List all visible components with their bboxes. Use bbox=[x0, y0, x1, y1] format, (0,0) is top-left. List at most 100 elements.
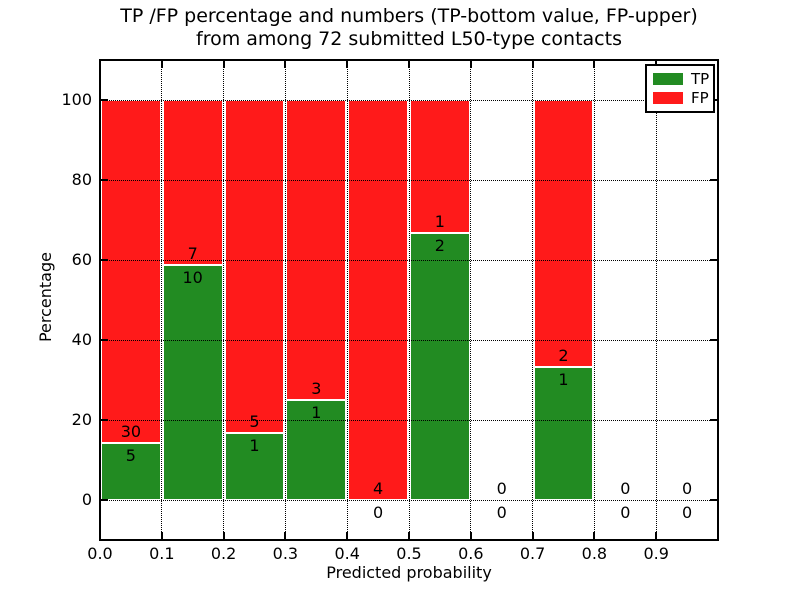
annotation-tp-count: 0 bbox=[373, 503, 384, 522]
x-tick-bottom bbox=[469, 532, 472, 539]
x-tick-top bbox=[160, 61, 163, 68]
bar-segment-tp bbox=[410, 233, 470, 500]
legend-swatch-fp bbox=[653, 92, 683, 105]
bar-segment-fp bbox=[224, 100, 285, 434]
legend-swatch-tp bbox=[653, 72, 683, 85]
y-tick-right bbox=[710, 259, 717, 261]
bar-segment-fp bbox=[286, 100, 347, 400]
x-tick-bottom bbox=[284, 532, 287, 539]
x-axis-label: Predicted probability bbox=[326, 563, 492, 582]
bar-segment-fp bbox=[101, 100, 161, 443]
gridline-vertical bbox=[284, 60, 286, 540]
annotation-tp-count: 0 bbox=[496, 503, 507, 522]
x-tick-top bbox=[284, 61, 287, 68]
annotation-fp-count: 0 bbox=[682, 479, 693, 498]
annotation-tp-count: 10 bbox=[182, 267, 203, 287]
x-tick-bottom bbox=[593, 532, 596, 539]
y-tick-left bbox=[101, 339, 108, 341]
gridline-vertical bbox=[470, 60, 472, 540]
annotation-tp-count: 1 bbox=[558, 369, 569, 389]
y-tick-label: 40 bbox=[71, 330, 92, 349]
y-tick-right bbox=[710, 499, 717, 501]
bar-segment-fp bbox=[533, 100, 594, 367]
annotation-fp-count: 0 bbox=[496, 479, 507, 498]
x-tick-label: 0.2 bbox=[210, 544, 237, 563]
x-tick-top bbox=[222, 61, 225, 68]
y-tick-left bbox=[101, 259, 108, 261]
chart-title-line2: from among 72 submitted L50-type contact… bbox=[196, 28, 622, 50]
y-tick-right bbox=[710, 179, 717, 181]
y-tick-left bbox=[101, 99, 108, 101]
bar-segment-fp bbox=[410, 100, 470, 234]
gridline-vertical bbox=[655, 60, 657, 540]
y-tick-label: 80 bbox=[71, 170, 92, 189]
bar-segment-fp bbox=[348, 100, 408, 500]
x-tick-top bbox=[346, 61, 349, 68]
y-axis-label: Percentage bbox=[36, 252, 55, 343]
y-tick-label: 20 bbox=[71, 410, 92, 429]
gridline-vertical bbox=[223, 60, 225, 540]
y-tick-label: 0 bbox=[81, 490, 92, 509]
x-tick-top bbox=[531, 61, 534, 68]
x-tick-label: 0.3 bbox=[272, 544, 299, 563]
x-tick-bottom bbox=[160, 532, 163, 539]
x-tick-label: 0.9 bbox=[643, 544, 669, 563]
x-tick-label: 0.8 bbox=[581, 544, 608, 563]
annotation-tp-count: 1 bbox=[249, 436, 260, 456]
y-tick-right bbox=[710, 419, 717, 421]
annotation-fp-count: 3 bbox=[311, 379, 322, 398]
x-tick-bottom bbox=[408, 532, 410, 539]
legend-label-tp: TP bbox=[691, 69, 710, 88]
legend-entry-tp: TP bbox=[653, 71, 713, 87]
annotation-fp-count: 4 bbox=[373, 479, 384, 498]
x-tick-label: 0.0 bbox=[87, 544, 113, 563]
bar-segment-tp bbox=[286, 400, 347, 500]
x-tick-bottom bbox=[346, 532, 349, 539]
x-tick-bottom bbox=[531, 532, 534, 539]
x-tick-label: 0.1 bbox=[149, 544, 175, 563]
y-tick-label: 100 bbox=[61, 90, 92, 109]
x-tick-label: 0.5 bbox=[396, 544, 422, 563]
legend: TP FP bbox=[645, 64, 715, 113]
bar-segment-tp bbox=[224, 433, 285, 500]
y-tick-label: 60 bbox=[71, 250, 92, 269]
x-tick-bottom bbox=[655, 532, 658, 539]
annotation-tp-count: 1 bbox=[311, 403, 322, 422]
annotation-fp-count: 5 bbox=[249, 412, 260, 432]
annotation-tp-count: 2 bbox=[434, 236, 445, 256]
bar-segment-fp bbox=[162, 100, 223, 265]
x-tick-top bbox=[469, 61, 472, 68]
annotation-fp-count: 30 bbox=[120, 421, 142, 441]
x-tick-label: 0.7 bbox=[519, 544, 546, 563]
bar-segment-tp bbox=[101, 442, 161, 500]
annotation-fp-count: 1 bbox=[434, 212, 445, 232]
gridline-vertical bbox=[408, 60, 410, 540]
annotation-tp-count: 0 bbox=[620, 503, 631, 522]
legend-label-fp: FP bbox=[691, 89, 709, 108]
y-tick-left bbox=[101, 499, 108, 501]
x-tick-bottom bbox=[99, 532, 101, 539]
gridline-vertical bbox=[346, 60, 348, 540]
x-tick-top bbox=[593, 61, 596, 68]
gridline-vertical bbox=[532, 60, 534, 540]
bar-segment-tp bbox=[533, 366, 594, 500]
gridline-vertical bbox=[593, 60, 595, 540]
x-tick-label: 0.6 bbox=[458, 544, 484, 563]
x-tick-top bbox=[408, 61, 410, 68]
annotation-tp-count: 0 bbox=[682, 503, 693, 522]
y-tick-right bbox=[710, 339, 717, 341]
legend-entry-fp: FP bbox=[653, 90, 713, 106]
x-tick-top bbox=[99, 61, 101, 68]
annotation-fp-count: 2 bbox=[558, 345, 569, 365]
annotation-fp-count: 7 bbox=[187, 243, 198, 263]
annotation-tp-count: 5 bbox=[125, 445, 136, 465]
chart-title-line1: TP /FP percentage and numbers (TP-bottom… bbox=[120, 5, 698, 27]
y-tick-left bbox=[101, 179, 108, 181]
x-tick-bottom bbox=[222, 532, 225, 539]
bar-segment-tp bbox=[162, 264, 223, 500]
axes-frame bbox=[99, 59, 719, 541]
x-tick-label: 0.4 bbox=[334, 544, 360, 563]
gridline-vertical bbox=[161, 60, 163, 540]
